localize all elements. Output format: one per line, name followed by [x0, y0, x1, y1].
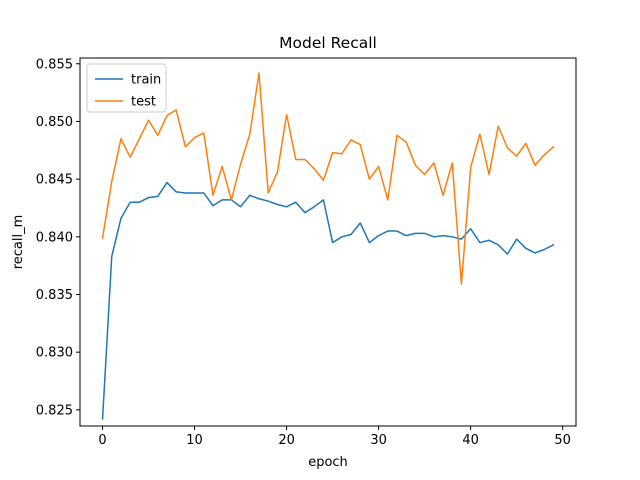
y-tick-label: 0.850: [36, 115, 73, 130]
y-axis-label: recall_m: [11, 215, 26, 270]
legend-label-test: test: [131, 95, 156, 110]
x-tick-label: 10: [186, 433, 203, 448]
x-tick-label: 20: [278, 433, 295, 448]
y-tick-label: 0.840: [36, 230, 73, 245]
x-tick-label: 30: [370, 433, 387, 448]
legend-label-train: train: [131, 73, 161, 88]
y-tick-label: 0.830: [36, 346, 73, 361]
x-tick-label: 0: [98, 433, 106, 448]
y-tick-label: 0.835: [36, 288, 73, 303]
series-line-test: [101, 72, 555, 285]
plot-area: 0 10 20 30 40 50 0.825 0.830 0.835 0.840 0.845 0.85…: [36, 57, 577, 448]
y-tick-label: 0.855: [36, 57, 73, 72]
chart-title: Model Recall: [279, 34, 377, 52]
y-tick-label: 0.845: [36, 173, 73, 188]
x-tick-label: 50: [554, 433, 571, 448]
y-tick-label: 0.825: [36, 403, 73, 418]
x-axis-label: epoch: [308, 455, 348, 470]
series-line-train: [101, 181, 555, 420]
legend-box: [86, 63, 167, 113]
plot-frame: [79, 57, 577, 427]
x-tick-label: 40: [462, 433, 479, 448]
